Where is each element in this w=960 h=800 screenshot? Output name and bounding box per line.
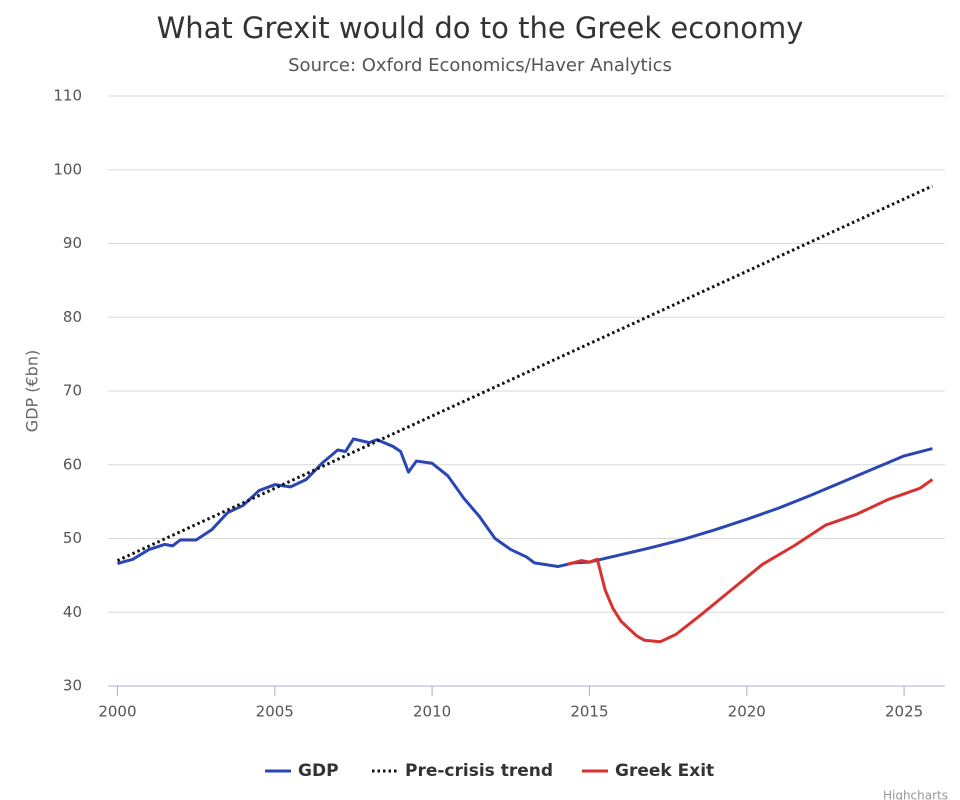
y-tick-label: 30 <box>63 677 82 695</box>
series-line <box>117 437 933 569</box>
legend-label: GDP <box>298 761 339 781</box>
x-tick-label: 2010 <box>413 703 451 721</box>
chart-title: What Grexit would do to the Greek econom… <box>157 11 804 45</box>
x-tick-label: 2005 <box>256 703 294 721</box>
y-tick-label: 90 <box>63 234 82 252</box>
y-axis-label: GDP (€bn) <box>23 350 42 432</box>
y-tick-label: 80 <box>63 308 82 326</box>
x-tick-label: 2015 <box>570 703 608 721</box>
y-tick-label: 50 <box>63 529 82 547</box>
credit: Highcharts <box>883 789 948 800</box>
chart-subtitle: Source: Oxford Economics/Haver Analytics <box>288 55 672 76</box>
x-tick-label: 2025 <box>885 703 923 721</box>
y-tick-label: 40 <box>63 603 82 621</box>
series-line <box>116 184 934 562</box>
x-tick-label: 2020 <box>728 703 766 721</box>
series-line <box>567 478 934 644</box>
legend-label: Greek Exit <box>615 761 714 781</box>
y-tick-label: 110 <box>53 87 82 105</box>
y-tick-label: 70 <box>63 382 82 400</box>
legend-label: Pre-crisis trend <box>405 761 553 781</box>
y-tick-label: 100 <box>53 160 82 178</box>
y-tick-label: 60 <box>63 455 82 473</box>
x-tick-label: 2000 <box>98 703 136 721</box>
